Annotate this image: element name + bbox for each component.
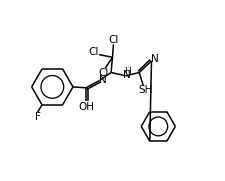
Text: F: F — [35, 112, 40, 122]
Text: N: N — [123, 70, 131, 80]
Text: N: N — [99, 75, 106, 85]
Text: H: H — [124, 67, 130, 76]
Text: Cl: Cl — [99, 68, 109, 78]
Text: Cl: Cl — [89, 47, 99, 57]
Text: Cl: Cl — [109, 35, 119, 45]
Text: N: N — [151, 54, 159, 64]
Text: SH: SH — [138, 85, 153, 96]
Text: OH: OH — [78, 102, 94, 112]
